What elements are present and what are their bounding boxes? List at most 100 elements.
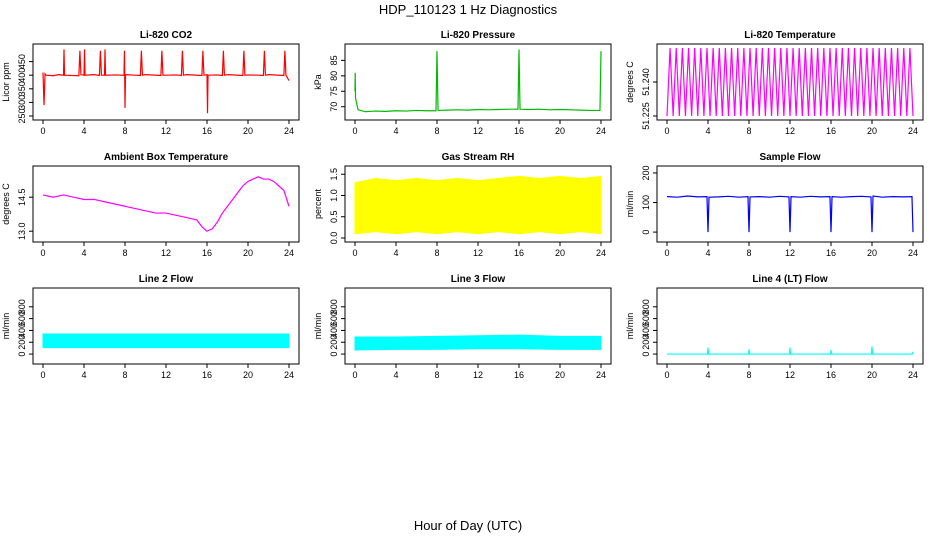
x-tick-label: 12	[785, 370, 795, 380]
x-tick-label: 16	[826, 126, 836, 136]
x-tick-label: 24	[284, 126, 294, 136]
x-tick-label: 12	[161, 370, 171, 380]
x-tick-label: 12	[785, 248, 795, 258]
x-tick-label: 16	[826, 248, 836, 258]
x-tick-label: 24	[908, 126, 918, 136]
panel-title: Li-820 Temperature	[744, 30, 836, 41]
y-tick-label: 800	[17, 299, 27, 314]
panel-title: Line 3 Flow	[451, 274, 506, 285]
y-tick-label: 80	[329, 71, 339, 81]
x-tick-label: 16	[826, 370, 836, 380]
series-line	[666, 47, 914, 117]
y-tick-label: 0	[641, 352, 651, 357]
y-tick-label: 200	[641, 165, 651, 180]
y-tick-label: 14.5	[17, 188, 27, 206]
x-tick-label: 4	[393, 248, 398, 258]
x-tick-label: 8	[434, 248, 439, 258]
y-tick-label: 0	[17, 352, 27, 357]
x-tick-label: 24	[908, 370, 918, 380]
x-tick-label: 12	[161, 248, 171, 258]
x-tick-label: 0	[664, 126, 669, 136]
series-band	[42, 333, 290, 349]
x-tick-label: 8	[122, 126, 127, 136]
y-tick-label: 400	[641, 323, 651, 338]
y-tick-label: 100	[641, 195, 651, 210]
y-axis-label: ml/min	[313, 313, 323, 340]
x-axis-caption: Hour of Day (UTC)	[413, 518, 523, 533]
y-tick-label: 300	[17, 95, 27, 110]
x-tick-label: 0	[664, 370, 669, 380]
y-tick-label: 0	[641, 230, 651, 235]
x-tick-label: 16	[514, 248, 524, 258]
x-tick-label: 20	[555, 126, 565, 136]
x-tick-label: 20	[867, 370, 877, 380]
x-tick-label: 20	[867, 248, 877, 258]
y-tick-label: 450	[17, 54, 27, 69]
x-tick-label: 24	[284, 370, 294, 380]
x-tick-label: 12	[785, 126, 795, 136]
x-tick-label: 16	[514, 126, 524, 136]
panel-frame	[344, 43, 612, 121]
figure-title: HDP_110123 1 Hz Diagnostics	[378, 2, 558, 17]
x-tick-label: 24	[908, 248, 918, 258]
series-band	[354, 334, 602, 351]
y-tick-label: 600	[641, 311, 651, 326]
x-tick-label: 0	[40, 370, 45, 380]
y-tick-label: 400	[17, 68, 27, 83]
x-tick-label: 20	[555, 248, 565, 258]
x-tick-label: 4	[393, 370, 398, 380]
y-tick-label: 85	[329, 55, 339, 65]
y-tick-label: 75	[329, 86, 339, 96]
y-tick-label: 0.5	[329, 210, 339, 223]
x-tick-label: 0	[40, 248, 45, 258]
panel-title: Line 4 (LT) Flow	[752, 274, 828, 285]
y-tick-label: 600	[329, 311, 339, 326]
y-tick-label: 800	[329, 299, 339, 314]
panel-frame	[344, 287, 612, 365]
y-tick-label: 200	[329, 335, 339, 350]
x-tick-label: 12	[473, 248, 483, 258]
series-line	[42, 176, 290, 232]
x-tick-label: 24	[284, 248, 294, 258]
x-tick-label: 4	[393, 126, 398, 136]
x-tick-label: 8	[746, 126, 751, 136]
x-tick-label: 12	[473, 370, 483, 380]
y-axis-label: degrees C	[1, 183, 11, 225]
x-tick-label: 20	[867, 126, 877, 136]
y-tick-label: 0	[329, 352, 339, 357]
y-axis-label: ml/min	[625, 313, 635, 340]
x-tick-label: 16	[202, 370, 212, 380]
y-axis-label: ml/min	[1, 313, 11, 340]
y-tick-label: 51.225	[641, 102, 651, 130]
y-tick-label: 400	[329, 323, 339, 338]
x-tick-label: 0	[664, 248, 669, 258]
y-axis-label: ml/min	[625, 191, 635, 218]
panel-frame	[32, 43, 300, 121]
panel-frame	[32, 287, 300, 365]
y-tick-label: 350	[17, 81, 27, 96]
x-tick-label: 24	[596, 248, 606, 258]
y-tick-label: 400	[17, 323, 27, 338]
y-axis-label: kPa	[313, 74, 323, 90]
panel-title: Line 2 Flow	[139, 274, 194, 285]
series-line	[667, 346, 914, 355]
x-tick-label: 8	[746, 248, 751, 258]
y-tick-label: 200	[641, 335, 651, 350]
y-tick-label: 1.5	[329, 168, 339, 181]
y-tick-label: 800	[641, 299, 651, 314]
x-tick-label: 0	[352, 248, 357, 258]
panel-2: Li-820 Pressure kPa 0 4 8 12 16 20 24 70 75 80 85	[313, 30, 612, 136]
panel-title: Ambient Box Temperature	[104, 152, 229, 163]
panel-6: Sample Flow ml/min 0 4 8 12 16 20 24 0 100 200	[625, 152, 924, 258]
panel-8: Line 3 Flow ml/min 0 4 8 12 16 20 24 0 20040060080…	[313, 274, 612, 380]
y-axis-label: Licor ppm	[1, 62, 11, 102]
x-tick-label: 8	[122, 370, 127, 380]
x-tick-label: 16	[202, 248, 212, 258]
x-tick-label: 16	[514, 370, 524, 380]
y-axis-label: percent	[313, 188, 323, 219]
y-tick-label: 1.0	[329, 189, 339, 202]
x-tick-label: 4	[705, 126, 710, 136]
x-tick-label: 4	[705, 248, 710, 258]
